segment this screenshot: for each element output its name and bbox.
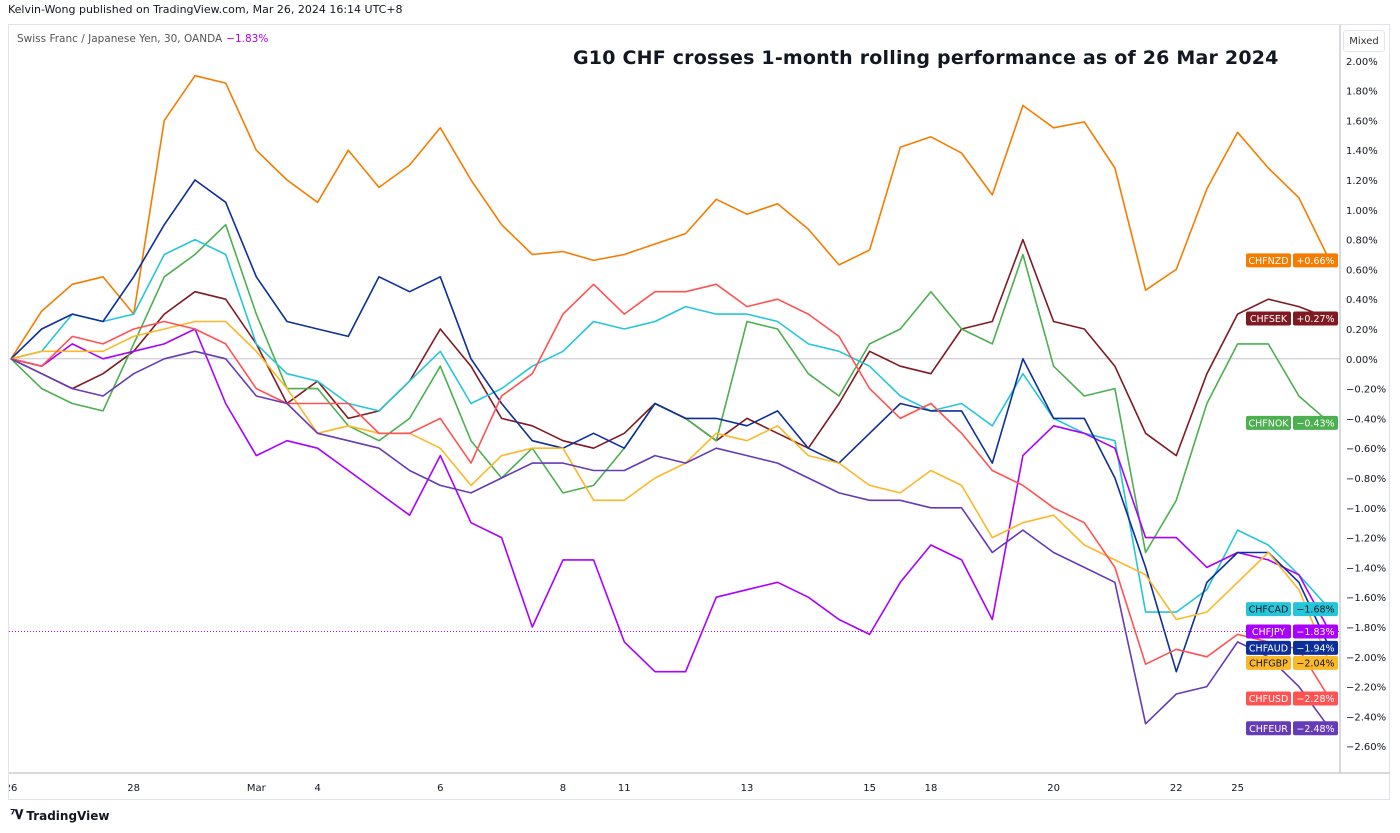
y-tick-label: 0.00% bbox=[1346, 355, 1378, 366]
series-line-chfsek[interactable] bbox=[10, 238, 1330, 457]
y-tick-label: 1.60% bbox=[1346, 116, 1378, 127]
series-value-label: −1.94% bbox=[1296, 643, 1334, 654]
y-tick-label: 1.20% bbox=[1346, 176, 1378, 187]
y-tick-label: −2.20% bbox=[1346, 683, 1386, 694]
footer-brand[interactable]: ⁷𝐕 TradingView bbox=[10, 808, 109, 823]
series-line-chfcad[interactable] bbox=[10, 238, 1331, 613]
series-name-label: CHFSEK bbox=[1250, 314, 1288, 325]
y-tick-label: 0.20% bbox=[1346, 325, 1378, 336]
series-value-tag bbox=[1293, 655, 1338, 670]
series-line-chfgbp[interactable] bbox=[10, 320, 1331, 664]
series-name-tag bbox=[1246, 721, 1291, 736]
publisher-info: Kelvin-Wong published on TradingView.com… bbox=[8, 3, 403, 16]
y-tick-label: 0.60% bbox=[1346, 265, 1378, 276]
chart-frame bbox=[8, 24, 1390, 800]
series-name-tag bbox=[1246, 655, 1291, 670]
series-name-label: CHFNZD bbox=[1248, 256, 1288, 267]
series-name-label: CHFAUD bbox=[1249, 643, 1288, 654]
x-tick-label: 11 bbox=[618, 783, 631, 794]
x-tick-label: Mar bbox=[247, 783, 267, 794]
symbol-legend[interactable]: Swiss Franc / Japanese Yen, 30, OANDA −1.… bbox=[17, 33, 268, 45]
series-name-label: CHFCAD bbox=[1249, 605, 1289, 616]
series-value-tag bbox=[1293, 415, 1338, 430]
chart-title: G10 CHF crosses 1-month rolling performa… bbox=[573, 47, 1279, 69]
y-tick-label: −0.20% bbox=[1346, 385, 1386, 396]
series-name-label: CHFGBP bbox=[1249, 658, 1288, 669]
series-line-chfaud[interactable] bbox=[10, 179, 1331, 673]
series-line-chfnok[interactable] bbox=[10, 223, 1331, 554]
x-tick-label: 15 bbox=[863, 783, 876, 794]
series-name-tag bbox=[1246, 253, 1291, 268]
y-tick-label: −2.60% bbox=[1346, 742, 1386, 753]
x-tick-label: 25 bbox=[1231, 783, 1244, 794]
y-tick-label: 0.80% bbox=[1346, 236, 1378, 247]
series-name-label: CHFEUR bbox=[1249, 724, 1288, 735]
x-tick-label: 22 bbox=[1170, 783, 1183, 794]
series-name-tag bbox=[1246, 415, 1291, 430]
x-tick-label: 18 bbox=[925, 783, 938, 794]
series-value-label: −2.28% bbox=[1296, 694, 1334, 705]
y-tick-label: −0.80% bbox=[1346, 474, 1386, 485]
y-tick-label: 1.80% bbox=[1346, 87, 1378, 98]
y-tick-label: −1.80% bbox=[1346, 623, 1386, 634]
series-value-label: +0.66% bbox=[1296, 256, 1334, 267]
series-line-chfnzd[interactable] bbox=[10, 74, 1331, 360]
series-value-tag bbox=[1293, 624, 1338, 639]
symbol-name: Swiss Franc / Japanese Yen, 30, OANDA bbox=[17, 33, 223, 45]
series-value-label: −1.68% bbox=[1296, 605, 1334, 616]
scale-mode-button[interactable]: Mixed bbox=[1343, 30, 1385, 52]
y-tick-label: 2.00% bbox=[1346, 57, 1378, 68]
x-tick-label: 13 bbox=[741, 783, 754, 794]
x-tick-label: 6 bbox=[437, 783, 443, 794]
y-tick-label: −1.60% bbox=[1346, 593, 1386, 604]
series-value-tag bbox=[1293, 602, 1338, 617]
y-tick-label: −2.00% bbox=[1346, 653, 1386, 664]
x-tick-label: 20 bbox=[1047, 783, 1060, 794]
y-tick-label: −0.60% bbox=[1346, 444, 1386, 455]
series-line-chfusd[interactable] bbox=[10, 283, 1331, 699]
series-line-chfjpy[interactable] bbox=[10, 328, 1331, 673]
series-value-label: −1.83% bbox=[1296, 627, 1334, 638]
series-name-tag bbox=[1246, 624, 1291, 639]
series-name-tag bbox=[1246, 311, 1291, 326]
y-tick-label: 0.40% bbox=[1346, 295, 1378, 306]
y-tick-label: −0.40% bbox=[1346, 414, 1386, 425]
series-line-chfeur[interactable] bbox=[10, 350, 1331, 729]
series-value-label: −2.04% bbox=[1296, 658, 1334, 669]
x-tick-label: 8 bbox=[560, 783, 566, 794]
brand-name: TradingView bbox=[26, 808, 110, 823]
y-tick-label: 1.00% bbox=[1346, 206, 1378, 217]
series-value-tag bbox=[1293, 721, 1338, 736]
series-value-label: +0.27% bbox=[1296, 314, 1334, 325]
y-tick-label: −2.40% bbox=[1346, 712, 1386, 723]
series-value-tag bbox=[1293, 311, 1338, 326]
x-tick-label: 4 bbox=[314, 783, 320, 794]
series-name-tag bbox=[1246, 602, 1291, 617]
series-name-tag bbox=[1246, 691, 1291, 706]
y-tick-label: −1.40% bbox=[1346, 563, 1386, 574]
series-name-label: CHFJPY bbox=[1252, 627, 1286, 638]
x-tick-label: 26 bbox=[5, 783, 18, 794]
series-name-label: CHFNOK bbox=[1248, 418, 1289, 429]
y-tick-label: −1.20% bbox=[1346, 534, 1386, 545]
symbol-change: −1.83% bbox=[226, 33, 269, 45]
series-name-tag bbox=[1246, 640, 1291, 655]
series-value-tag bbox=[1293, 691, 1338, 706]
series-value-tag bbox=[1293, 640, 1338, 655]
series-name-label: CHFUSD bbox=[1249, 694, 1289, 705]
y-tick-label: 1.40% bbox=[1346, 146, 1378, 157]
tradingview-logo-icon: ⁷𝐕 bbox=[10, 808, 23, 823]
series-value-label: −2.48% bbox=[1296, 724, 1334, 735]
x-tick-label: 28 bbox=[127, 783, 140, 794]
series-value-label: −0.43% bbox=[1296, 418, 1334, 429]
y-tick-label: −1.00% bbox=[1346, 504, 1386, 515]
series-value-tag bbox=[1293, 253, 1338, 268]
